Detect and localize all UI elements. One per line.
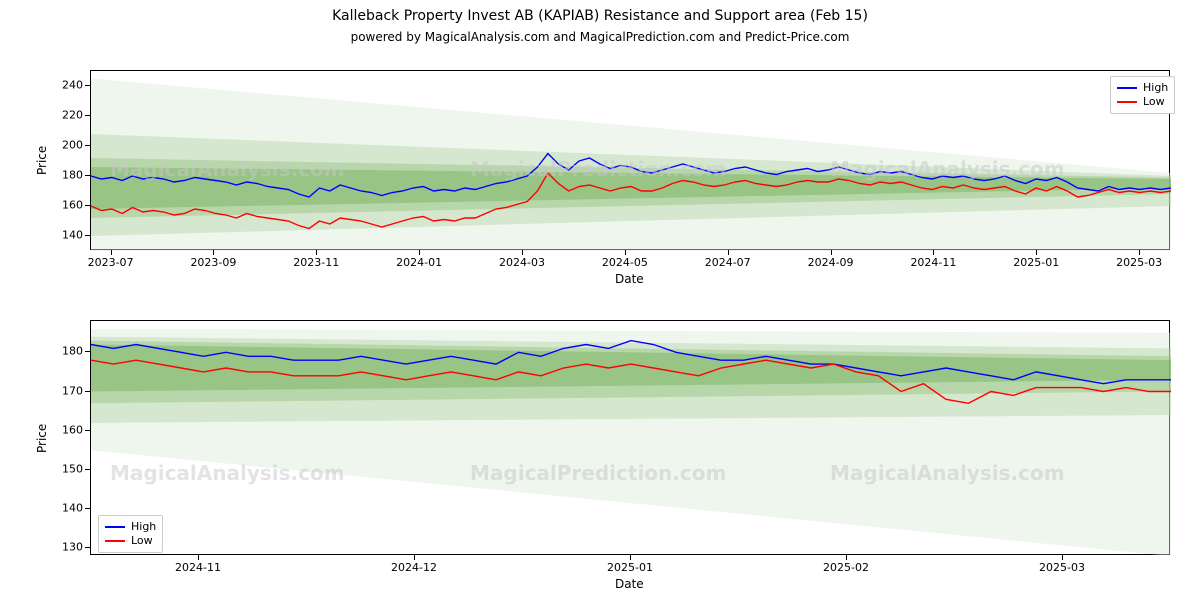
legend: HighLow	[98, 515, 163, 553]
y-tick-mark	[85, 391, 90, 392]
legend-item-high: High	[1117, 81, 1168, 95]
y-tick-label: 160	[55, 423, 83, 436]
x-tick-mark	[111, 250, 112, 255]
x-axis-label: Date	[615, 272, 644, 286]
y-tick-mark	[85, 469, 90, 470]
legend-swatch	[1117, 87, 1137, 89]
x-tick-label: 2024-03	[499, 256, 545, 269]
y-tick-label: 160	[55, 199, 83, 212]
y-tick-mark	[85, 430, 90, 431]
x-tick-mark	[1062, 555, 1063, 560]
legend-label: High	[1143, 81, 1168, 95]
y-axis-label: Price	[35, 423, 49, 452]
y-tick-label: 180	[55, 345, 83, 358]
x-tick-label: 2023-11	[293, 256, 339, 269]
y-tick-mark	[85, 85, 90, 86]
x-tick-label: 2024-11	[910, 256, 956, 269]
chart-subtitle: powered by MagicalAnalysis.com and Magic…	[0, 30, 1200, 44]
x-axis-label: Date	[615, 577, 644, 591]
legend-swatch	[105, 526, 125, 528]
x-tick-label: 2024-07	[705, 256, 751, 269]
legend: HighLow	[1110, 76, 1175, 114]
y-tick-label: 180	[55, 169, 83, 182]
x-tick-mark	[625, 250, 626, 255]
x-tick-mark	[1139, 250, 1140, 255]
x-tick-mark	[316, 250, 317, 255]
x-tick-label: 2024-11	[175, 561, 221, 574]
y-tick-mark	[85, 205, 90, 206]
y-tick-mark	[85, 235, 90, 236]
x-tick-mark	[198, 555, 199, 560]
x-tick-mark	[1036, 250, 1037, 255]
y-tick-label: 200	[55, 139, 83, 152]
x-tick-mark	[846, 555, 847, 560]
x-tick-label: 2024-09	[808, 256, 854, 269]
legend-swatch	[1117, 101, 1137, 103]
x-tick-mark	[414, 555, 415, 560]
x-tick-label: 2024-12	[391, 561, 437, 574]
x-tick-label: 2025-01	[607, 561, 653, 574]
x-tick-mark	[522, 250, 523, 255]
y-tick-label: 140	[55, 229, 83, 242]
y-tick-mark	[85, 508, 90, 509]
y-tick-label: 150	[55, 462, 83, 475]
y-tick-label: 240	[55, 79, 83, 92]
y-tick-mark	[85, 175, 90, 176]
x-tick-mark	[728, 250, 729, 255]
legend-item-low: Low	[105, 534, 156, 548]
x-tick-mark	[213, 250, 214, 255]
legend-label: Low	[131, 534, 153, 548]
chart-svg	[91, 321, 1171, 556]
chart-svg	[91, 71, 1171, 251]
x-tick-mark	[630, 555, 631, 560]
x-tick-mark	[419, 250, 420, 255]
x-tick-label: 2025-02	[823, 561, 869, 574]
top-chart-panel	[90, 70, 1170, 250]
y-tick-mark	[85, 115, 90, 116]
x-tick-mark	[831, 250, 832, 255]
y-tick-label: 220	[55, 109, 83, 122]
x-tick-mark	[933, 250, 934, 255]
y-tick-mark	[85, 351, 90, 352]
x-tick-label: 2025-03	[1116, 256, 1162, 269]
bottom-chart-panel	[90, 320, 1170, 555]
x-tick-label: 2025-01	[1013, 256, 1059, 269]
x-tick-label: 2023-07	[88, 256, 134, 269]
y-axis-label: Price	[35, 146, 49, 175]
legend-label: Low	[1143, 95, 1165, 109]
legend-item-high: High	[105, 520, 156, 534]
y-tick-mark	[85, 547, 90, 548]
legend-item-low: Low	[1117, 95, 1168, 109]
legend-label: High	[131, 520, 156, 534]
x-tick-label: 2023-09	[190, 256, 236, 269]
x-tick-label: 2024-05	[602, 256, 648, 269]
y-tick-mark	[85, 145, 90, 146]
legend-swatch	[105, 540, 125, 542]
chart-title: Kalleback Property Invest AB (KAPIAB) Re…	[0, 8, 1200, 24]
y-tick-label: 140	[55, 502, 83, 515]
y-tick-label: 130	[55, 541, 83, 554]
y-tick-label: 170	[55, 384, 83, 397]
x-tick-label: 2025-03	[1039, 561, 1085, 574]
x-tick-label: 2024-01	[396, 256, 442, 269]
